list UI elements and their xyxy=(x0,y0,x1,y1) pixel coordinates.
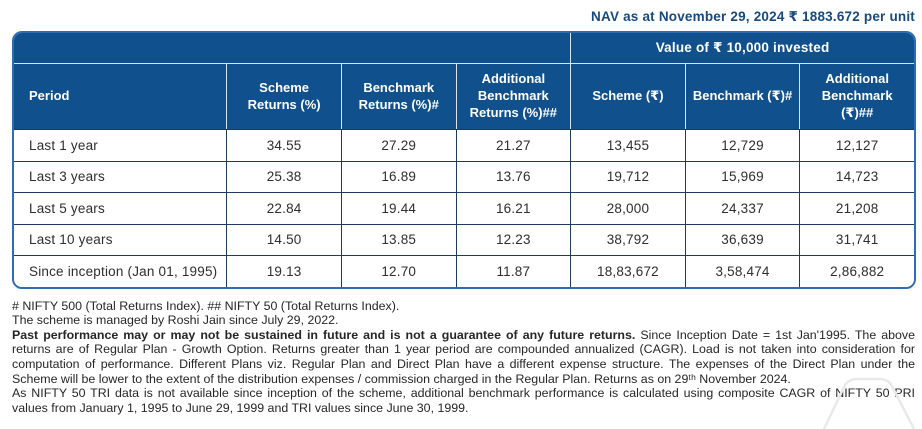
table-row-last-10-years: Last 10 years 14.50 13.85 12.23 38,792 3… xyxy=(14,223,914,255)
additional-benchmark-value-cell: 14,723 xyxy=(799,160,914,192)
benchmark-value-cell: 12,729 xyxy=(684,129,800,161)
col-header-benchmark-returns: Benchmark Returns (%)# xyxy=(340,63,456,129)
benchmark-value-cell: 15,969 xyxy=(684,160,800,192)
scheme-returns-cell: 14.50 xyxy=(226,223,341,255)
benchmark-value-cell: 24,337 xyxy=(684,192,800,224)
table-row-since-inception: Since inception (Jan 01, 1995) 19.13 12.… xyxy=(14,255,914,287)
additional-benchmark-returns-cell: 13.76 xyxy=(455,160,571,192)
footnote-fund-manager: The scheme is managed by Roshi Jain sinc… xyxy=(12,313,339,328)
footnote-disclaimer-rest: Since Inception Date = 1st Jan'1995. The… xyxy=(12,327,915,386)
table-row-last-1-year: Last 1 year 34.55 27.29 21.27 13,455 12,… xyxy=(14,129,914,161)
group-header-row: Value of ₹ 10,000 invested xyxy=(14,33,914,63)
col-header-scheme-value: Scheme (₹) xyxy=(570,63,685,129)
benchmark-value-cell: 3,58,474 xyxy=(684,255,800,287)
table-body: Last 1 year 34.55 27.29 21.27 13,455 12,… xyxy=(14,129,914,287)
additional-benchmark-returns-cell: 21.27 xyxy=(455,129,571,161)
period-cell: Last 5 years xyxy=(14,192,227,224)
table-row-last-5-years: Last 5 years 22.84 19.44 16.21 28,000 24… xyxy=(14,192,914,224)
group-header-blank-cell xyxy=(14,33,571,63)
scheme-returns-cell: 22.84 xyxy=(226,192,341,224)
additional-benchmark-value-cell: 12,127 xyxy=(799,129,914,161)
period-cell: Since inception (Jan 01, 1995) xyxy=(14,255,227,287)
scheme-value-cell: 19,712 xyxy=(570,160,685,192)
performance-table: Value of ₹ 10,000 invested Period Scheme… xyxy=(12,31,916,289)
benchmark-value-cell: 36,639 xyxy=(684,223,800,255)
scheme-value-cell: 38,792 xyxy=(570,223,685,255)
scheme-value-cell: 13,455 xyxy=(570,129,685,161)
group-header-value-invested: Value of ₹ 10,000 invested xyxy=(570,33,914,63)
additional-benchmark-value-cell: 31,741 xyxy=(799,223,914,255)
additional-benchmark-returns-cell: 12.23 xyxy=(455,223,571,255)
benchmark-returns-cell: 13.85 xyxy=(340,223,456,255)
col-header-additional-benchmark-returns: Additional Benchmark Returns (%)## xyxy=(455,63,571,129)
col-header-scheme-returns: Scheme Returns (%) xyxy=(226,63,341,129)
additional-benchmark-returns-cell: 16.21 xyxy=(455,192,571,224)
additional-benchmark-value-cell: 21,208 xyxy=(799,192,914,224)
col-header-benchmark-value: Benchmark (₹)# xyxy=(684,63,800,129)
col-header-additional-benchmark-value: Additional Benchmark (₹)## xyxy=(799,63,914,129)
benchmark-returns-cell: 16.89 xyxy=(340,160,456,192)
benchmark-returns-cell: 19.44 xyxy=(340,192,456,224)
footnotes: # NIFTY 500 (Total Returns Index). ## NI… xyxy=(12,299,915,416)
nav-as-at-line: NAV as at November 29, 2024 ₹ 1883.672 p… xyxy=(591,9,915,24)
scheme-returns-cell: 25.38 xyxy=(226,160,341,192)
scheme-value-cell: 18,83,672 xyxy=(570,255,685,287)
table-header: Value of ₹ 10,000 invested Period Scheme… xyxy=(14,33,914,129)
period-cell: Last 3 years xyxy=(14,160,227,192)
benchmark-returns-cell: 12.70 xyxy=(340,255,456,287)
footnote-past-performance-bold: Past performance may or may not be susta… xyxy=(12,327,636,342)
scheme-returns-cell: 19.13 xyxy=(226,255,341,287)
col-header-period: Period xyxy=(14,63,227,129)
column-header-row: Period Scheme Returns (%) Benchmark Retu… xyxy=(14,63,914,129)
table-row-last-3-years: Last 3 years 25.38 16.89 13.76 19,712 15… xyxy=(14,160,914,192)
footnote-tri-note: As NIFTY 50 TRI data is not available si… xyxy=(12,386,915,415)
footnote-disclaimer: Past performance may or may not be susta… xyxy=(12,328,915,387)
period-cell: Last 1 year xyxy=(14,129,227,161)
additional-benchmark-value-cell: 2,86,882 xyxy=(799,255,914,287)
returns-table: Value of ₹ 10,000 invested Period Scheme… xyxy=(14,33,914,287)
period-cell: Last 10 years xyxy=(14,223,227,255)
footnote-index-definitions: # NIFTY 500 (Total Returns Index). ## NI… xyxy=(12,298,400,313)
additional-benchmark-returns-cell: 11.87 xyxy=(455,255,571,287)
benchmark-returns-cell: 27.29 xyxy=(340,129,456,161)
scheme-value-cell: 28,000 xyxy=(570,192,685,224)
scheme-returns-cell: 34.55 xyxy=(226,129,341,161)
